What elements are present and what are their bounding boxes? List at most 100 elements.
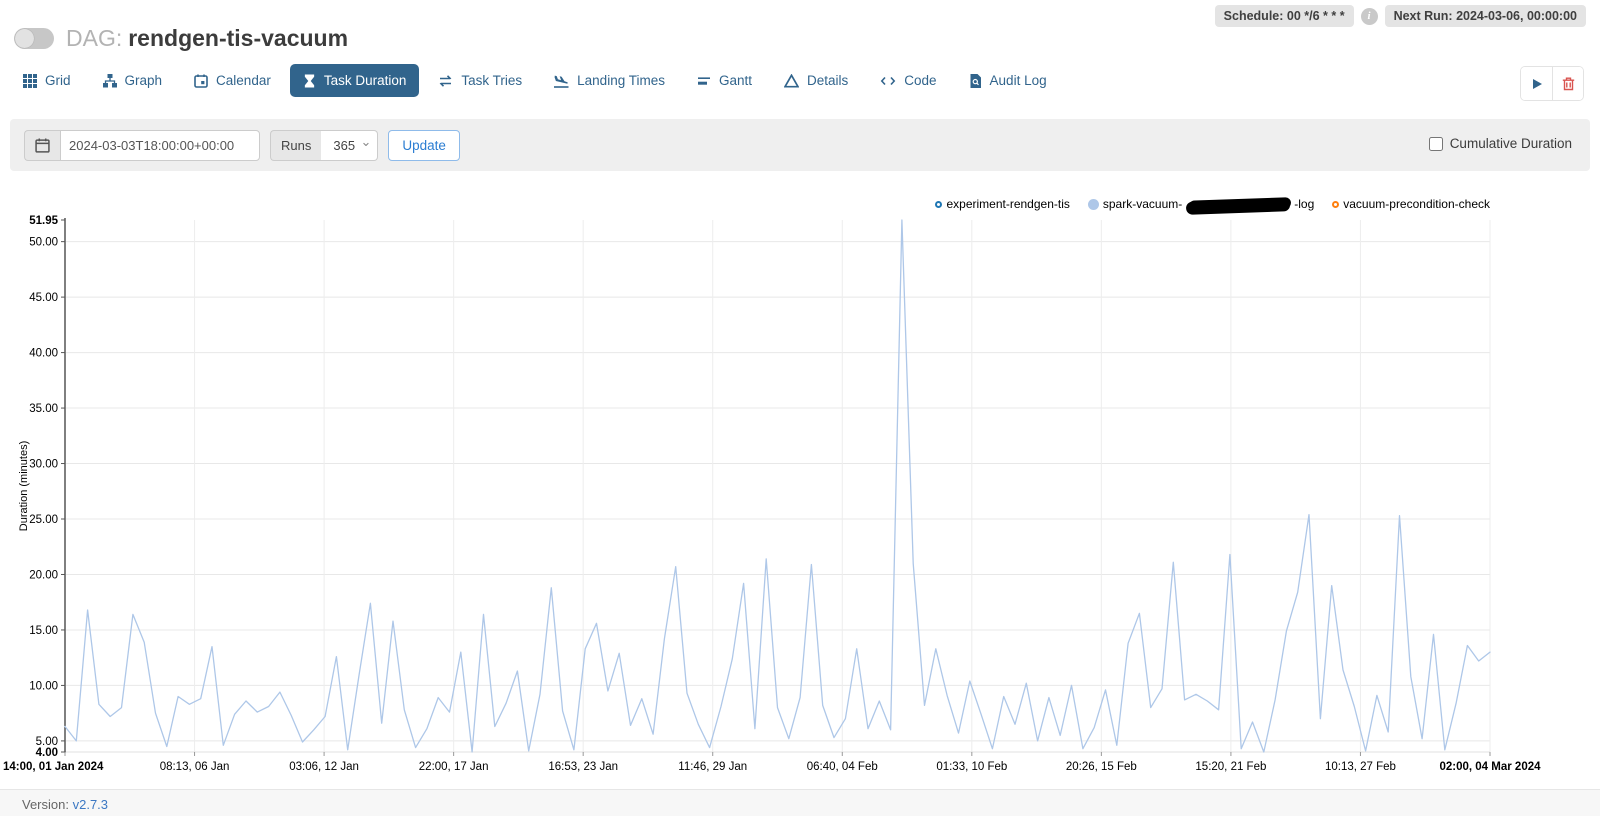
legend-item-experiment-rendgen-tis[interactable]: experiment-rendgen-tis <box>935 197 1070 211</box>
calendar-addon <box>24 129 60 161</box>
runs-select[interactable]: 365 <box>321 129 379 161</box>
y-tick-label: 15.00 <box>29 625 58 637</box>
legend-label: experiment-rendgen-tis <box>946 197 1070 211</box>
legend-label: vacuum-precondition-check <box>1343 197 1490 211</box>
tab-details[interactable]: Details <box>771 64 861 97</box>
line-chart-canvas: 51.95 50.00 45.00 40.00 35.00 30.00 25.00 20.00… <box>3 215 1541 773</box>
base-date-input[interactable] <box>60 129 260 161</box>
tab-calendar[interactable]: Calendar <box>181 64 284 97</box>
calendar-icon <box>194 74 208 88</box>
dag-pause-toggle[interactable] <box>14 27 54 49</box>
legend-item-spark-vacuum-log[interactable]: spark-vacuum- -log <box>1087 197 1315 215</box>
x-tick-label: 14:00, 01 Jan 2024 <box>3 761 104 773</box>
version-link[interactable]: v2.7.3 <box>72 797 109 812</box>
y-tick-label: 45.00 <box>29 292 58 304</box>
tab-gantt[interactable]: Gantt <box>684 64 765 97</box>
tab-label: Details <box>807 73 849 88</box>
gantt-icon <box>697 76 710 85</box>
dag-label: DAG: <box>66 24 123 51</box>
tab-landing-times[interactable]: Landing Times <box>541 64 678 97</box>
y-tick-label: 50.00 <box>29 237 58 249</box>
y-tick-label: 10.00 <box>29 680 58 692</box>
grid-icon <box>23 73 37 88</box>
y-tick-label: 25.00 <box>29 514 58 526</box>
legend-label-prefix: spark-vacuum- <box>1102 197 1183 211</box>
tab-code[interactable]: Code <box>867 64 949 97</box>
y-tick-label: 35.00 <box>29 403 58 415</box>
calendar-icon <box>35 138 50 153</box>
audit-log-icon <box>970 73 981 88</box>
legend-item-vacuum-precondition-check[interactable]: vacuum-precondition-check <box>1332 197 1490 211</box>
duration-series-line <box>64 219 1491 753</box>
schedule-badge: Schedule: 00 */6 * * * <box>1214 5 1354 27</box>
version-label: Version: <box>22 797 69 812</box>
tab-task-duration[interactable]: Task Duration <box>289 64 420 97</box>
tab-grid[interactable]: Grid <box>10 64 84 97</box>
x-tick-label: 20:26, 15 Feb <box>1066 761 1137 773</box>
next-run-badge: Next Run: 2024-03-06, 00:00:00 <box>1384 5 1586 27</box>
x-tick-label: 02:00, 04 Mar 2024 <box>1439 761 1541 773</box>
x-tick-label: 11:46, 29 Jan <box>678 761 747 773</box>
tab-bar: Grid Graph Calendar Task Duration Task T… <box>0 60 1600 105</box>
cumulative-duration-option: Cumulative Duration <box>1428 136 1572 151</box>
tab-label: Audit Log <box>989 73 1047 88</box>
page-header: DAG: rendgen-tis-vacuum Schedule: 00 */6 … <box>0 0 1600 60</box>
x-tick-label: 15:20, 21 Feb <box>1195 761 1266 773</box>
y-axis-title: Duration (minutes) <box>18 441 30 531</box>
delete-dag-button[interactable] <box>1552 67 1583 100</box>
tab-label: Graph <box>124 73 163 88</box>
code-icon <box>880 76 896 85</box>
y-tick-label: 20.00 <box>29 569 58 581</box>
repeat-icon <box>440 74 452 87</box>
task-duration-chart: 51.95 50.00 45.00 40.00 35.00 30.00 25.00 20.00… <box>0 177 1600 789</box>
y-tick-label: 51.95 <box>29 215 58 227</box>
page-footer: Version: v2.7.3 <box>0 789 1600 816</box>
tab-label: Landing Times <box>577 73 665 88</box>
tab-graph[interactable]: Graph <box>90 64 176 97</box>
plane-landing-icon <box>554 75 569 88</box>
y-tick-label: 30.00 <box>29 459 58 471</box>
trash-icon <box>1562 77 1574 90</box>
tab-label: Gantt <box>718 73 752 88</box>
x-tick-label: 03:06, 12 Jan <box>289 761 359 773</box>
chart-legend: experiment-rendgen-tis spark-vacuum- -log… <box>935 197 1490 215</box>
series-marker-hollow <box>935 200 943 208</box>
tab-label: Task Tries <box>461 73 523 88</box>
y-tick-label: 40.00 <box>29 348 58 360</box>
update-button[interactable]: Update <box>388 129 460 161</box>
page-title: DAG: rendgen-tis-vacuum <box>66 25 348 52</box>
series-marker-hollow <box>1332 200 1340 208</box>
info-icon[interactable]: i <box>1360 7 1378 25</box>
legend-label-suffix: -log <box>1294 197 1315 211</box>
dag-action-buttons <box>1520 66 1584 101</box>
dag-name: rendgen-tis-vacuum <box>128 24 349 51</box>
trigger-dag-button[interactable] <box>1521 67 1552 100</box>
hourglass-icon <box>304 74 314 87</box>
y-tick-label: 4.00 <box>36 747 58 759</box>
x-tick-label: 08:13, 06 Jan <box>160 761 230 773</box>
toggle-knob <box>15 28 34 48</box>
play-icon <box>1532 78 1542 89</box>
tab-label: Grid <box>45 73 71 88</box>
x-tick-label: 10:13, 27 Feb <box>1325 761 1396 773</box>
cumulative-duration-label: Cumulative Duration <box>1449 136 1572 151</box>
tab-task-tries[interactable]: Task Tries <box>425 64 535 97</box>
tab-label: Code <box>904 73 937 88</box>
series-marker-filled <box>1087 198 1099 210</box>
x-tick-label: 06:40, 04 Feb <box>807 761 878 773</box>
date-input-group <box>24 129 260 161</box>
tab-audit-log[interactable]: Audit Log <box>956 64 1060 97</box>
x-tick-label: 01:33, 10 Feb <box>936 761 1007 773</box>
tab-label: Calendar <box>216 73 271 88</box>
runs-input-group: Runs 365 <box>270 129 379 161</box>
triangle-icon <box>784 73 799 88</box>
x-tick-label: 22:00, 17 Jan <box>419 761 489 773</box>
tab-label: Task Duration <box>323 73 407 88</box>
graph-icon <box>102 73 117 87</box>
filter-bar: Runs 365 Update Cumulative Duration <box>10 119 1590 171</box>
x-tick-label: 16:53, 23 Jan <box>548 761 618 773</box>
cumulative-duration-checkbox[interactable] <box>1428 136 1443 151</box>
y-tick-label: 5.00 <box>36 736 58 748</box>
runs-label: Runs <box>270 129 322 161</box>
runs-select-wrap: 365 <box>321 129 379 161</box>
